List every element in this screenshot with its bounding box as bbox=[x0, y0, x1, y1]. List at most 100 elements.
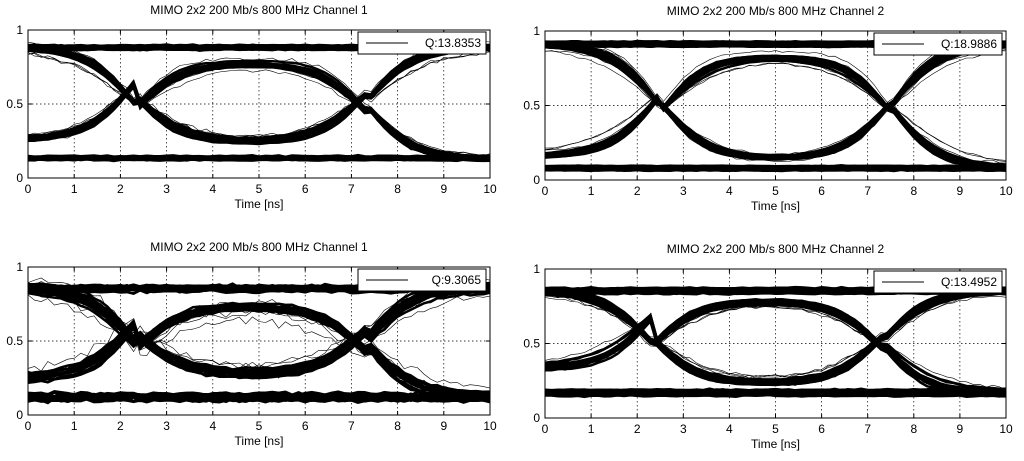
x-tick-label: 4 bbox=[726, 184, 733, 198]
legend-label: Q:18.9886 bbox=[941, 37, 997, 51]
x-tick-label: 3 bbox=[680, 184, 687, 198]
x-axis: 0 1 2 3 4 5 6 7 8 9 10 bbox=[542, 31, 1013, 198]
trace-low bbox=[28, 392, 490, 400]
trace-low bbox=[28, 396, 490, 404]
y-tick-label: 1 bbox=[16, 260, 23, 274]
eye-traces bbox=[28, 41, 490, 163]
x-tick-label: 5 bbox=[772, 422, 779, 436]
trace-outlier bbox=[545, 49, 1006, 156]
x-tick-label: 0 bbox=[542, 422, 549, 436]
trace-outlier bbox=[28, 44, 490, 141]
eye-diagram-panel-ch2-top: MIMO 2x2 200 Mb/s 800 MHz Channel 2 0 1 2 3 4… bbox=[518, 0, 1023, 228]
x-tick-label: 7 bbox=[864, 422, 871, 436]
trace-low bbox=[545, 392, 1006, 398]
x-tick-label: 6 bbox=[302, 419, 309, 433]
x-tick-label: 6 bbox=[818, 184, 825, 198]
trace-outlier bbox=[545, 50, 1006, 164]
chart-title: MIMO 2x2 200 Mb/s 800 MHz Channel 2 bbox=[667, 242, 885, 256]
chart-svg: MIMO 2x2 200 Mb/s 800 MHz Channel 1 0 1 2 3 4… bbox=[6, 240, 497, 448]
x-tick-label: 1 bbox=[71, 182, 78, 196]
x-tick-label: 4 bbox=[726, 422, 733, 436]
y-tick-label: 0 bbox=[533, 173, 540, 187]
legend: Q:9.3065 bbox=[357, 268, 487, 292]
x-tick-label: 0 bbox=[542, 184, 549, 198]
x-tick-label: 2 bbox=[634, 422, 641, 436]
x-tick-label: 4 bbox=[209, 419, 216, 433]
x-tick-label: 4 bbox=[209, 182, 216, 196]
legend-label: Q:13.8353 bbox=[425, 36, 481, 50]
trace-outlier bbox=[28, 294, 490, 379]
x-tick-label: 2 bbox=[117, 182, 124, 196]
y-axis: 00.51 bbox=[523, 262, 1006, 425]
trace-low bbox=[545, 168, 1006, 173]
x-tick-label: 10 bbox=[999, 184, 1013, 198]
trace-low bbox=[545, 164, 1006, 169]
trace-low bbox=[28, 390, 490, 397]
legend-label: Q:13.4952 bbox=[941, 275, 997, 289]
x-tick-label: 2 bbox=[634, 184, 641, 198]
x-tick-label: 0 bbox=[25, 419, 32, 433]
trace-outlier bbox=[545, 62, 1006, 162]
trace-outlier bbox=[28, 41, 490, 138]
eye-diagram-panel-ch2-bottom: MIMO 2x2 200 Mb/s 800 MHz Channel 2 0 1 2 3 4… bbox=[518, 236, 1023, 461]
trace-outlier bbox=[28, 304, 490, 401]
trace-outlier bbox=[545, 50, 1006, 162]
x-axis-label: Time [ns] bbox=[751, 199, 800, 213]
x-tick-label: 6 bbox=[302, 182, 309, 196]
trace-eye-top bbox=[28, 307, 490, 401]
trace-low bbox=[545, 388, 1006, 394]
chart-svg: MIMO 2x2 200 Mb/s 800 MHz Channel 1 0 1 2 3 4… bbox=[6, 3, 497, 211]
x-tick-label: 8 bbox=[394, 182, 401, 196]
x-tick-label: 5 bbox=[772, 184, 779, 198]
y-tick-label: 1 bbox=[16, 23, 23, 37]
x-tick-label: 6 bbox=[818, 422, 825, 436]
x-axis-label: Time [ns] bbox=[751, 437, 800, 451]
trace-outlier bbox=[545, 54, 1006, 168]
x-tick-label: 9 bbox=[957, 184, 964, 198]
trace-eye-bottom bbox=[28, 47, 490, 144]
trace-outlier bbox=[28, 283, 490, 369]
x-tick-label: 9 bbox=[440, 182, 447, 196]
trace-outlier bbox=[28, 308, 490, 401]
y-tick-label: 1 bbox=[533, 262, 540, 276]
y-tick-label: 0.5 bbox=[523, 99, 540, 113]
x-tick-label: 8 bbox=[910, 184, 917, 198]
trace-outlier bbox=[545, 40, 1006, 157]
x-tick-label: 3 bbox=[680, 422, 687, 436]
trace-outlier bbox=[28, 50, 490, 139]
x-tick-label: 2 bbox=[117, 419, 124, 433]
x-tick-label: 5 bbox=[256, 419, 263, 433]
trace-eye-bottom bbox=[28, 291, 490, 380]
trace-outlier bbox=[28, 65, 490, 160]
trace-outlier bbox=[28, 69, 490, 160]
x-axis: 0 1 2 3 4 5 6 7 8 9 10 bbox=[542, 269, 1013, 436]
legend-box bbox=[357, 268, 487, 292]
legend-label: Q:9.3065 bbox=[432, 273, 482, 287]
legend: Q:13.8353 bbox=[357, 31, 487, 55]
legend: Q:18.9886 bbox=[873, 32, 1003, 56]
trace-outlier bbox=[545, 292, 1006, 385]
trace-outlier bbox=[545, 302, 1006, 398]
trace-outlier bbox=[545, 287, 1006, 379]
chart-svg: MIMO 2x2 200 Mb/s 800 MHz Channel 2 0 1 2 3 4… bbox=[523, 4, 1013, 213]
x-tick-label: 3 bbox=[163, 182, 170, 196]
x-axis-label: Time [ns] bbox=[235, 434, 284, 448]
x-axis: 0 1 2 3 4 5 6 7 8 9 10 bbox=[25, 30, 497, 196]
x-tick-label: 8 bbox=[910, 422, 917, 436]
y-tick-label: 0.5 bbox=[6, 334, 23, 348]
trace-outlier bbox=[545, 305, 1006, 395]
eye-traces bbox=[545, 39, 1006, 173]
trace-outlier bbox=[545, 296, 1006, 387]
y-tick-label: 1 bbox=[533, 24, 540, 38]
x-tick-label: 7 bbox=[348, 182, 355, 196]
x-axis-label: Time [ns] bbox=[235, 197, 284, 211]
chart-title: MIMO 2x2 200 Mb/s 800 MHz Channel 1 bbox=[150, 3, 368, 17]
x-tick-label: 10 bbox=[483, 182, 497, 196]
x-tick-label: 1 bbox=[71, 419, 78, 433]
x-tick-label: 1 bbox=[588, 184, 595, 198]
y-tick-label: 0.5 bbox=[6, 97, 23, 111]
x-axis: 0 1 2 3 4 5 6 7 8 9 10 bbox=[25, 267, 497, 433]
chart-svg: MIMO 2x2 200 Mb/s 800 MHz Channel 2 0 1 2 3 4… bbox=[523, 242, 1013, 451]
trace-outlier bbox=[28, 51, 490, 139]
trace-outlier bbox=[28, 316, 490, 401]
